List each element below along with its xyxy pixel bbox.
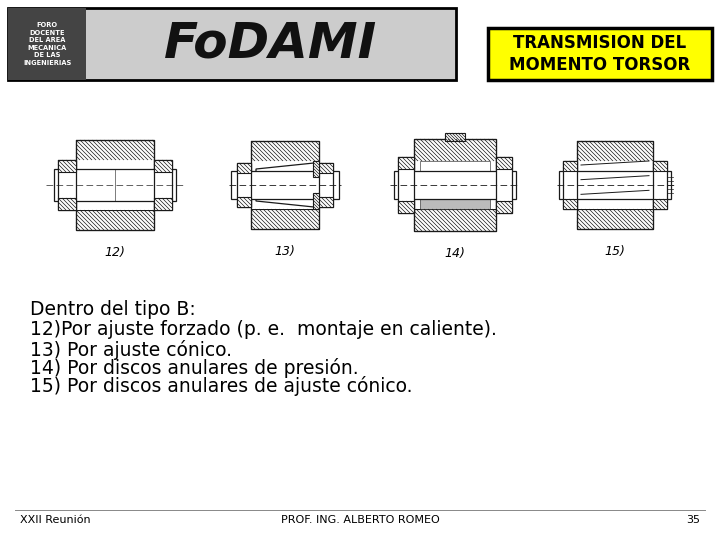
- Text: 12): 12): [104, 246, 125, 259]
- Bar: [398, 157, 414, 169]
- Bar: [488, 28, 712, 80]
- Bar: [563, 161, 577, 171]
- Bar: [251, 141, 319, 161]
- Bar: [577, 141, 653, 229]
- Bar: [319, 197, 333, 207]
- Bar: [76, 140, 154, 160]
- Text: 13): 13): [274, 245, 295, 258]
- Bar: [420, 197, 490, 209]
- Bar: [237, 163, 251, 207]
- Text: 14): 14): [444, 247, 465, 260]
- Bar: [237, 197, 251, 207]
- Bar: [414, 139, 496, 231]
- Text: 35: 35: [686, 515, 700, 525]
- Bar: [154, 160, 172, 210]
- Bar: [398, 201, 414, 213]
- Bar: [237, 163, 251, 173]
- Bar: [398, 157, 414, 213]
- Bar: [653, 199, 667, 209]
- Text: 15) Por discos anulares de ajuste cónico.: 15) Por discos anulares de ajuste cónico…: [30, 376, 413, 396]
- Bar: [154, 160, 172, 172]
- Text: 15): 15): [605, 245, 626, 258]
- Bar: [58, 160, 76, 172]
- Bar: [313, 161, 319, 177]
- Bar: [496, 157, 512, 169]
- Bar: [496, 201, 512, 213]
- Bar: [577, 161, 653, 209]
- Bar: [251, 209, 319, 229]
- Bar: [445, 133, 465, 141]
- Text: 14) Por discos anulares de presión.: 14) Por discos anulares de presión.: [30, 358, 359, 378]
- Bar: [414, 161, 496, 209]
- Bar: [653, 161, 667, 209]
- Bar: [58, 160, 76, 210]
- Bar: [154, 198, 172, 210]
- Text: Dentro del tipo B:: Dentro del tipo B:: [30, 300, 196, 319]
- Bar: [76, 160, 154, 210]
- Bar: [420, 185, 490, 197]
- Bar: [231, 171, 339, 199]
- Text: FoDAMI: FoDAMI: [164, 20, 377, 68]
- Bar: [251, 161, 319, 209]
- Bar: [559, 171, 671, 199]
- Bar: [58, 198, 76, 210]
- Text: PROF. ING. ALBERTO ROMEO: PROF. ING. ALBERTO ROMEO: [281, 515, 439, 525]
- Bar: [420, 161, 490, 173]
- Text: 13) Por ajuste cónico.: 13) Por ajuste cónico.: [30, 340, 232, 360]
- Bar: [577, 141, 653, 161]
- Bar: [577, 209, 653, 229]
- Bar: [394, 171, 516, 199]
- Bar: [563, 199, 577, 209]
- Bar: [414, 139, 496, 161]
- Bar: [319, 163, 333, 173]
- Text: XXII Reunión: XXII Reunión: [20, 515, 91, 525]
- Text: 12)Por ajuste forzado (p. e.  montaje en caliente).: 12)Por ajuste forzado (p. e. montaje en …: [30, 320, 497, 339]
- Bar: [251, 141, 319, 229]
- Bar: [653, 161, 667, 171]
- Bar: [420, 173, 490, 185]
- Polygon shape: [256, 163, 314, 207]
- Bar: [563, 161, 577, 209]
- Bar: [8, 8, 86, 80]
- Bar: [76, 140, 154, 230]
- Bar: [54, 169, 176, 201]
- Bar: [496, 157, 512, 213]
- Bar: [414, 209, 496, 231]
- Bar: [8, 8, 456, 80]
- Bar: [76, 210, 154, 230]
- Bar: [313, 193, 319, 209]
- Text: FORO
DOCENTE
DEL AREA
MECANICA
DE LAS
INGENIERIAS: FORO DOCENTE DEL AREA MECANICA DE LAS IN…: [23, 22, 71, 66]
- Bar: [319, 163, 333, 207]
- Text: TRANSMISION DEL
MOMENTO TORSOR: TRANSMISION DEL MOMENTO TORSOR: [509, 34, 690, 74]
